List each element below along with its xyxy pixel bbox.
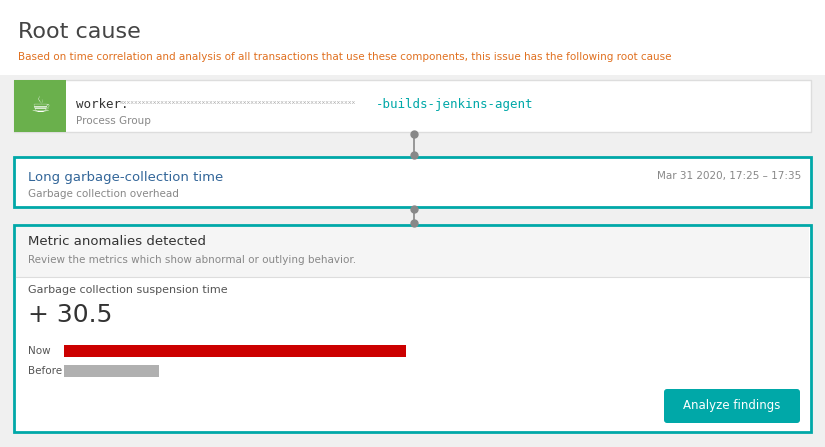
Text: worker.: worker.: [76, 98, 129, 111]
Text: -builds-jenkins-agent: -builds-jenkins-agent: [376, 98, 534, 111]
Bar: [0, 0, 825, 75]
Bar: [16, 227, 809, 277]
Bar: [14, 225, 811, 432]
Bar: [14, 80, 66, 132]
Text: + 30.5: + 30.5: [28, 303, 112, 327]
Text: Mar 31 2020, 17:25 – 17:35: Mar 31 2020, 17:25 – 17:35: [657, 171, 801, 181]
Text: Root cause: Root cause: [18, 22, 141, 42]
Bar: [64, 345, 406, 357]
Bar: [64, 365, 159, 377]
Text: Review the metrics which show abnormal or outlying behavior.: Review the metrics which show abnormal o…: [28, 255, 356, 265]
Text: Now: Now: [28, 346, 50, 356]
Text: Analyze findings: Analyze findings: [683, 400, 780, 413]
Bar: [14, 80, 811, 132]
Text: ☕: ☕: [30, 96, 50, 116]
Bar: [14, 157, 811, 207]
Text: xxxxxxxxxxxxxxxxxxxxxxxxxxxxxxxxxxxxxxxxxxxxxxxxxxxxxxxxxxxxxxx: xxxxxxxxxxxxxxxxxxxxxxxxxxxxxxxxxxxxxxxx…: [120, 100, 356, 105]
Text: Metric anomalies detected: Metric anomalies detected: [28, 235, 206, 248]
Text: Before: Before: [28, 366, 62, 376]
FancyBboxPatch shape: [664, 389, 800, 423]
Text: Garbage collection overhead: Garbage collection overhead: [28, 189, 179, 199]
Text: Garbage collection suspension time: Garbage collection suspension time: [28, 285, 228, 295]
Text: Process Group: Process Group: [76, 116, 151, 126]
Text: Based on time correlation and analysis of all transactions that use these compon: Based on time correlation and analysis o…: [18, 52, 672, 62]
Text: Long garbage-collection time: Long garbage-collection time: [28, 171, 224, 184]
